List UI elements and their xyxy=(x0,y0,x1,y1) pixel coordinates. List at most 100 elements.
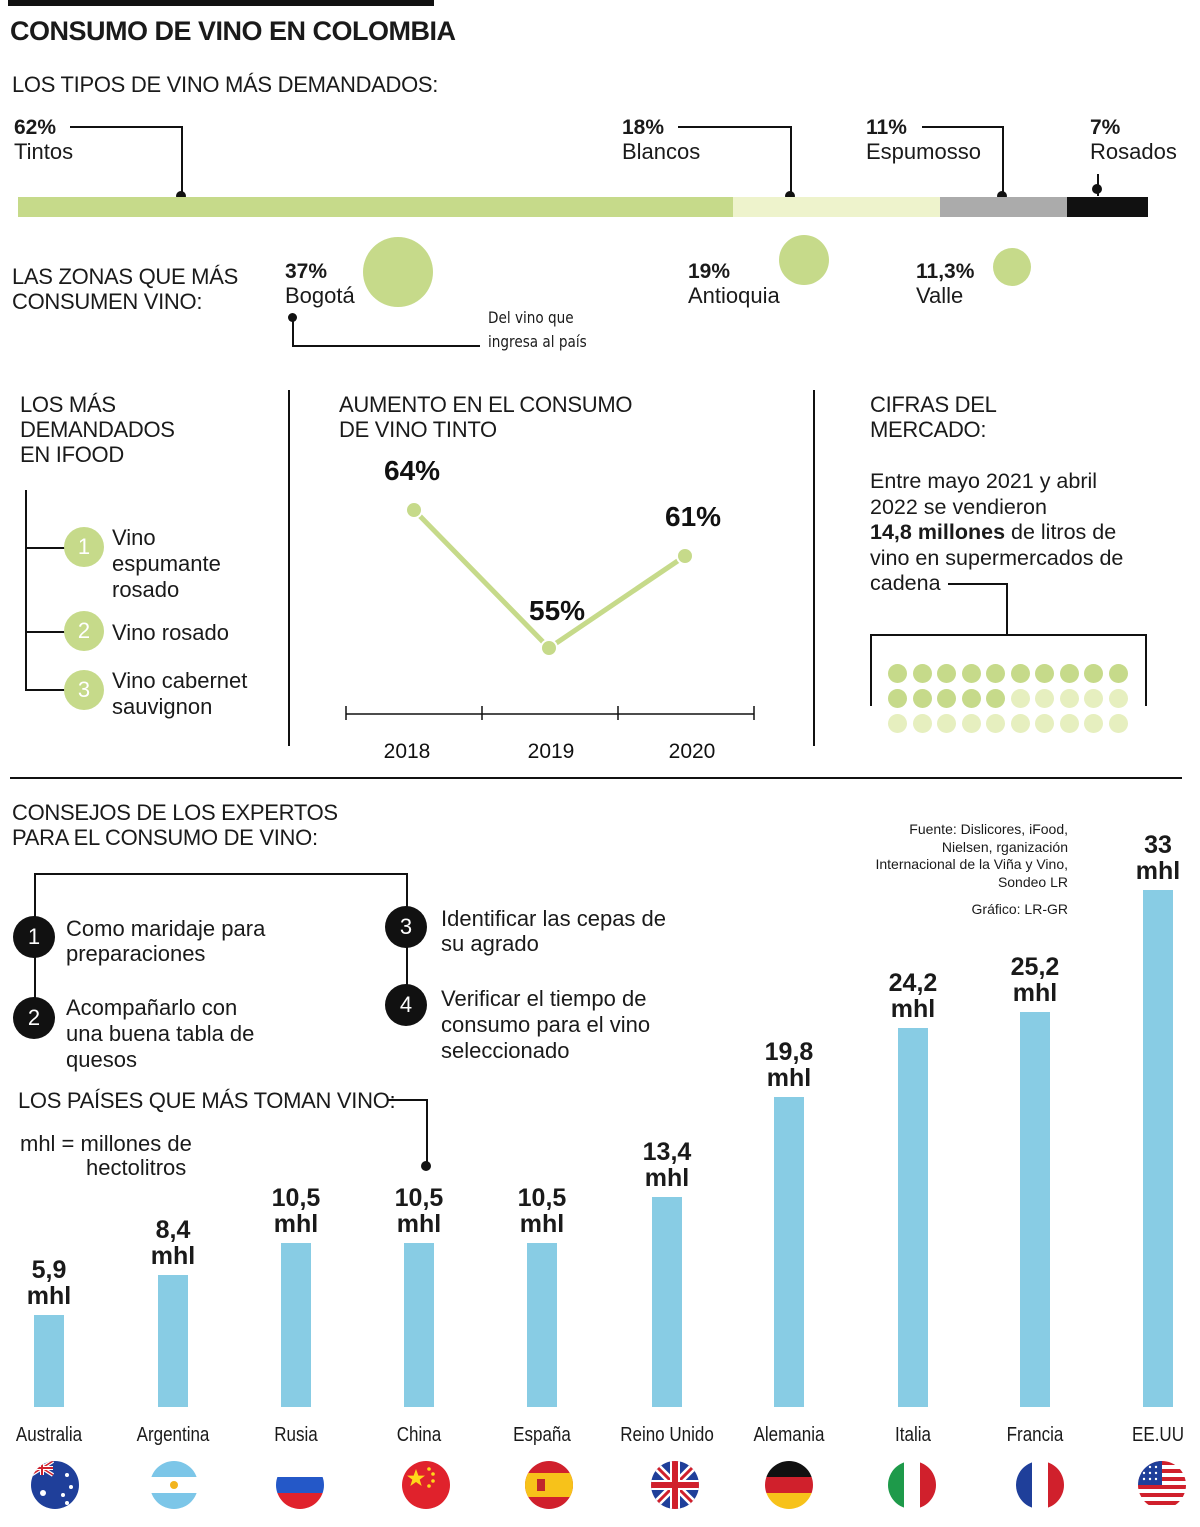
source-note: Fuente: Dislicores, iFood, Nielsen, rgan… xyxy=(820,821,1068,919)
wine-type-label: Espumosso xyxy=(866,139,981,164)
flag-germany-icon xyxy=(765,1461,813,1509)
bar-category-label: Italia xyxy=(895,1424,931,1446)
flag-uk-icon xyxy=(651,1461,699,1509)
bar-value-label: 8,4 mhl xyxy=(118,1217,228,1269)
market-text-line: 2022 se vendieron xyxy=(870,494,1047,519)
leader-line xyxy=(388,1099,428,1101)
tips-heading-line: PARA EL CONSUMO DE VINO: xyxy=(12,825,318,850)
bar-china xyxy=(404,1242,434,1407)
leader-dot xyxy=(288,313,297,322)
bar-value-label: 19,8 mhl xyxy=(734,1039,844,1091)
market-dot xyxy=(961,714,981,733)
source-line: Sondeo LR xyxy=(997,873,1068,890)
zone-circle-antioquia xyxy=(778,234,830,286)
bar-value-label: 24,2 mhl xyxy=(858,970,968,1022)
market-heading: CIFRAS DEL MERCADO: xyxy=(870,392,997,442)
market-text-line: cadena xyxy=(870,571,941,595)
tip-line: Identificar las cepas de xyxy=(441,906,667,931)
bar-espa-a xyxy=(527,1242,557,1407)
market-dot xyxy=(1108,664,1128,683)
bar-value-label: 13,4 mhl xyxy=(612,1139,722,1191)
market-dot xyxy=(1059,664,1079,683)
flag-usa-icon xyxy=(1138,1461,1186,1509)
bar-value-label: 10,5 mhl xyxy=(487,1185,597,1237)
wine-type-espumosso: 11% Espumosso xyxy=(866,116,981,164)
title-rule xyxy=(8,0,434,6)
wine-type-label: Tintos xyxy=(14,139,74,164)
zone-circle-bogota xyxy=(363,237,433,307)
bar-value-label: 10,5 mhl xyxy=(241,1185,351,1237)
market-dot xyxy=(986,664,1005,683)
bar-category-label: Argentina xyxy=(136,1424,210,1446)
ifood-heading: LOS MÁS DEMANDADOS EN IFOOD xyxy=(20,392,175,467)
x-tick-label: 2020 xyxy=(669,740,716,763)
market-dot xyxy=(1059,689,1079,708)
bar-value-label: 25,2 mhl xyxy=(980,954,1090,1006)
ifood-heading-line: LOS MÁS xyxy=(20,392,116,417)
zone-label: Antioquia xyxy=(688,283,780,308)
bar-category-label: Alemania xyxy=(753,1424,825,1446)
bar-value: 33 xyxy=(1144,831,1172,859)
bar-unit: mhl xyxy=(519,1209,565,1238)
ifood-item-line: Vino xyxy=(112,525,156,550)
market-highlight: 14,8 millones xyxy=(870,520,1006,544)
flag-russia-icon xyxy=(276,1461,324,1509)
market-dot xyxy=(986,714,1005,733)
zone-valle: 11,3% Valle xyxy=(916,260,974,308)
market-text: Entre mayo 2021 y abril 2022 se vendiero… xyxy=(870,469,1123,597)
red-wine-line-chart: 64% 55% 61% 2018 2019 2020 xyxy=(345,455,755,763)
ifood-item-3: Vino cabernet sauvignon xyxy=(112,668,247,720)
leader-line xyxy=(922,126,1003,128)
bracket-line xyxy=(870,634,872,706)
source-line: Nielsen, rganización xyxy=(941,838,1068,855)
bar-value-label: 10,5 mhl xyxy=(364,1185,474,1237)
zones-note: Del vino que ingresa al país xyxy=(488,306,587,354)
source-line: Fuente: Dislicores, iFood, xyxy=(909,821,1068,837)
source-line: Internacional de la Viña y Vino, xyxy=(875,856,1068,872)
bar-australia xyxy=(34,1314,64,1407)
leader-line xyxy=(1006,583,1008,635)
leader-line xyxy=(1002,126,1004,196)
tip-1: Como maridaje para preparaciones xyxy=(66,916,265,966)
tip-line: Acompañarlo con xyxy=(66,995,238,1020)
ifood-rank-2: 2 xyxy=(64,611,104,651)
market-dot xyxy=(1035,664,1054,683)
red-wine-heading-line: AUMENTO EN EL CONSUMO xyxy=(339,392,633,417)
bar-unit: mhl xyxy=(1135,857,1181,885)
bar-alemania xyxy=(774,1096,804,1407)
stacked-segment-tintos xyxy=(18,197,733,217)
wine-type-label: Blancos xyxy=(622,139,701,164)
data-label: 61% xyxy=(665,501,721,532)
stacked-segment-blancos xyxy=(732,197,941,217)
market-dot xyxy=(1084,664,1103,683)
zones-note-line: Del vino que xyxy=(488,308,574,327)
wine-type-pct: 11% xyxy=(866,116,907,139)
market-dot xyxy=(1059,714,1079,733)
red-wine-heading-line: DE VINO TINTO xyxy=(339,417,497,442)
bar-category-label: Reino Unido xyxy=(620,1424,714,1446)
tip-line: preparaciones xyxy=(66,941,206,966)
market-dot xyxy=(888,714,907,733)
wine-type-label: Rosados xyxy=(1090,139,1177,164)
market-text-rest: de litros de xyxy=(1005,520,1117,544)
tip-line: Verificar el tiempo de xyxy=(441,986,647,1011)
x-tick-label: 2018 xyxy=(384,740,431,763)
market-dot xyxy=(937,689,956,708)
flag-australia-icon xyxy=(31,1461,79,1509)
market-dot xyxy=(1108,714,1128,733)
market-dot xyxy=(961,689,981,708)
bar-value: 19,8 xyxy=(764,1037,814,1066)
flag-italy-icon xyxy=(888,1461,936,1509)
ifood-heading-line: DEMANDADOS xyxy=(20,417,175,442)
page-title: CONSUMO DE VINO EN COLOMBIA xyxy=(10,16,456,46)
market-dot xyxy=(1010,689,1030,708)
ifood-item-1: Vino espumante rosado xyxy=(112,525,221,603)
ifood-heading-line: EN IFOOD xyxy=(20,442,124,467)
wine-type-blancos: 18% Blancos xyxy=(622,116,700,164)
bar-value: 13,4 xyxy=(642,1138,692,1167)
wine-type-pct: 62% xyxy=(14,116,57,139)
bar-unit: mhl xyxy=(1012,979,1058,1008)
tip-line: seleccionado xyxy=(441,1038,570,1063)
market-dot xyxy=(912,664,932,683)
market-dot xyxy=(912,689,932,708)
